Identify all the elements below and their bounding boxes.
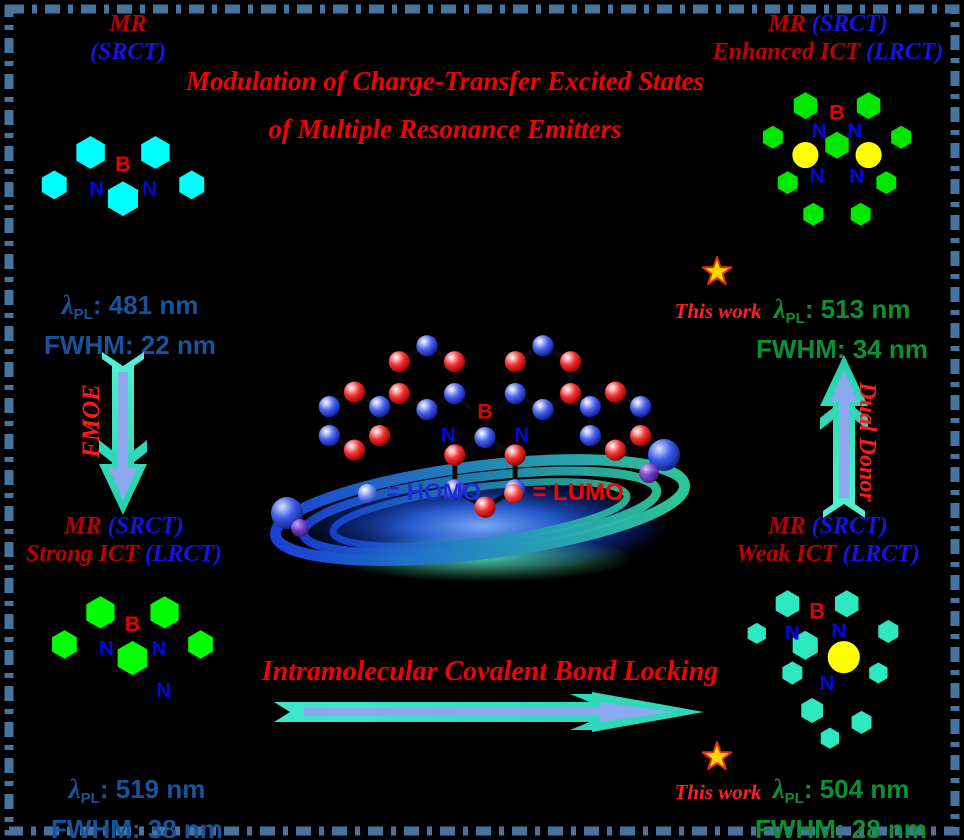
atom-boron: B — [477, 399, 492, 423]
lambda-symbol: λ — [61, 290, 74, 320]
atom-nitrogen: N — [810, 165, 825, 188]
molecule-structure-strong-ict: B N N N — [48, 591, 217, 701]
figure-title-line2: of Multiple Resonance Emitters — [268, 114, 622, 144]
atom-nitrogen: N — [151, 638, 166, 660]
atom-nitrogen: N — [831, 619, 846, 642]
homo-lumo-platform — [269, 439, 691, 582]
molecule-structure-mr-cyan: B N N — [37, 131, 209, 221]
atom-nitrogen: N — [156, 680, 171, 701]
state-mid-right-ict: Weak ICT — [736, 541, 837, 567]
state-mid-right-lrct: (LRCT) — [842, 541, 920, 567]
atom-boron: B — [829, 100, 845, 125]
this-work-bottom-label: This work — [674, 780, 762, 804]
state-mid-right-mr: MR — [768, 513, 806, 539]
orbital-legend: = HOMO = LUMO — [358, 479, 624, 507]
state-mid-left-mr: MR — [64, 513, 102, 539]
atom-nitrogen: N — [849, 165, 864, 188]
fwhm-bottom-right: FWHM: 28 nm — [755, 814, 927, 840]
process-label-fmoe: FMOE — [78, 384, 105, 458]
lambda-symbol: λ — [772, 774, 785, 804]
atom-boron: B — [115, 151, 131, 176]
lambda-value: : 504 nm — [803, 774, 910, 804]
lumo-label: = LUMO — [532, 479, 624, 506]
process-label-bond-locking: Intramolecular Covalent Bond Locking — [261, 656, 719, 687]
atom-boron: B — [125, 612, 140, 636]
lumo-sphere-icon — [504, 483, 524, 503]
process-label-dual-donor: Dual Donor — [854, 382, 880, 502]
pl-wavelength-bottom-left: λPL: 519 nm — [37, 774, 237, 814]
right-arrow — [274, 692, 704, 732]
molecule-structure-3d-homo-lumo: B N N — [318, 335, 652, 518]
orbit-sphere-right — [648, 439, 680, 471]
state-mid-right: MR (SRCT) Weak ICT (LRCT) — [722, 512, 934, 568]
homo-lumo-spheres — [318, 335, 652, 518]
pl-wavelength-top-right: λPL: 513 nm — [742, 294, 942, 334]
state-top-right: MR (SRCT) Enhanced ICT (LRCT) — [700, 10, 956, 66]
fwhm-top-right: FWHM: 34 nm — [756, 334, 928, 364]
state-mid-right-srct: (SRCT) — [811, 513, 888, 539]
atom-nitrogen: N — [812, 119, 827, 142]
state-top-left: MR (SRCT) — [48, 10, 208, 66]
figure-title: Modulation of Charge-Transfer Excited St… — [180, 66, 710, 145]
lambda-symbol: λ — [773, 294, 786, 324]
molecule-structure-enhanced-ict: B N N N N — [758, 87, 916, 231]
star-icon — [701, 741, 733, 771]
state-mid-left-ict: Strong ICT — [25, 541, 139, 567]
metrics-top-right: λPL: 513 nm FWHM: 34 nm — [742, 294, 942, 364]
metrics-bottom-left: λPL: 519 nm FWHM: 38 nm — [37, 774, 237, 840]
fwhm-top-left: FWHM: 22 nm — [44, 330, 216, 360]
state-top-right-lrct: (LRCT) — [866, 39, 944, 65]
homo-sphere-icon — [358, 483, 377, 503]
up-arrow — [820, 355, 868, 518]
lambda-subscript: PL — [80, 790, 100, 807]
atom-nitrogen: N — [441, 424, 456, 446]
atom-nitrogen: N — [819, 672, 834, 695]
state-mid-left: MR (SRCT) Strong ICT (LRCT) — [18, 512, 230, 568]
metrics-bottom-right: λPL: 504 nm FWHM: 28 nm — [741, 774, 941, 840]
homo-label: = HOMO — [386, 479, 482, 506]
figure-title-line1: Modulation of Charge-Transfer Excited St… — [185, 66, 705, 96]
atom-boron: B — [809, 599, 825, 624]
fwhm-bottom-left: FWHM: 38 nm — [51, 814, 223, 840]
state-top-right-srct: (SRCT) — [811, 11, 888, 37]
state-top-left-mr: MR — [109, 11, 147, 37]
lambda-value: : 481 nm — [92, 290, 199, 320]
lambda-value: : 513 nm — [804, 294, 911, 324]
lambda-subscript: PL — [784, 790, 804, 807]
pl-wavelength-top-left: λPL: 481 nm — [30, 290, 230, 330]
state-mid-left-srct: (SRCT) — [107, 513, 184, 539]
metrics-top-left: λPL: 481 nm FWHM: 22 nm — [30, 290, 230, 360]
state-top-left-srct: (SRCT) — [89, 39, 166, 65]
lambda-symbol: λ — [68, 774, 81, 804]
state-top-right-mr: MR — [768, 11, 806, 37]
pl-wavelength-bottom-right: λPL: 504 nm — [741, 774, 941, 814]
atom-nitrogen: N — [514, 424, 529, 446]
atom-nitrogen: N — [785, 621, 800, 644]
atom-nitrogen: N — [89, 178, 104, 201]
atom-nitrogen: N — [99, 638, 114, 660]
down-arrow — [99, 352, 147, 515]
atom-nitrogen: N — [847, 119, 862, 142]
lambda-value: : 519 nm — [99, 774, 206, 804]
state-mid-left-lrct: (LRCT) — [144, 541, 223, 567]
this-work-top-label: This work — [674, 299, 762, 323]
lambda-subscript: PL — [785, 310, 805, 327]
star-icon — [701, 256, 733, 286]
atom-nitrogen: N — [142, 178, 157, 201]
molecule-structure-weak-ict: B N N N — [743, 585, 903, 754]
state-top-right-ict: Enhanced ICT — [712, 39, 861, 65]
lambda-subscript: PL — [73, 306, 93, 323]
